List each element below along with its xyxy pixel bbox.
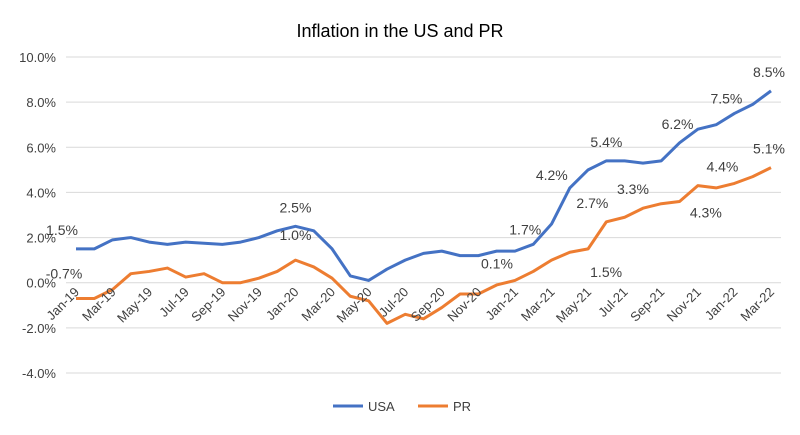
data-label: 0.1% [481,255,513,271]
legend-label: USA [368,399,395,414]
y-tick-label: -4.0% [22,366,56,381]
x-tick-label: May-21 [553,284,594,325]
x-tick-label: Nov-20 [444,284,484,324]
y-tick-label: 0.0% [26,276,56,291]
x-tick-label: May-19 [114,284,155,325]
series-line-usa [76,89,772,282]
data-label: 4.2% [536,167,568,183]
data-label: 7.5% [710,90,742,106]
data-label: 1.0% [280,227,312,243]
x-tick-label: Nov-19 [225,284,265,324]
data-label: 3.3% [617,181,649,197]
legend-label: PR [453,399,471,414]
series-line-pr [76,166,772,325]
data-label: 1.5% [46,222,78,238]
x-tick-label: Sep-21 [627,284,667,324]
x-tick-label: Mar-19 [79,284,119,324]
data-label: 6.2% [662,116,694,132]
x-tick-label: Mar-20 [298,284,338,324]
y-tick-label: 8.0% [26,95,56,110]
chart-title: Inflation in the US and PR [296,21,503,41]
data-label: 5.4% [590,134,622,150]
data-label: 4.3% [690,205,722,221]
y-tick-label: 6.0% [26,140,56,155]
data-label: 8.5% [753,64,785,80]
y-tick-label: 4.0% [26,185,56,200]
data-label: 5.1% [753,141,785,157]
data-label: -0.7% [46,266,83,282]
x-tick-label: Jul-21 [595,284,631,320]
x-tick-label: May-20 [333,284,374,325]
x-tick-label: Sep-19 [188,284,228,324]
x-tick-label: Jan-22 [702,284,741,323]
data-label: 1.7% [509,221,541,237]
data-label: 1.5% [590,264,622,280]
y-tick-label: 2.0% [26,231,56,246]
x-tick-label: Sep-20 [408,284,448,324]
y-tick-label: 10.0% [19,50,56,65]
data-label: 2.5% [280,199,312,215]
data-label: 4.4% [706,158,738,174]
x-tick-label: Nov-21 [664,284,704,324]
data-label: 2.7% [576,195,608,211]
x-tick-label: Mar-22 [737,284,777,324]
x-tick-label: Jan-20 [263,284,302,323]
x-tick-label: Mar-21 [518,284,558,324]
y-tick-label: -2.0% [22,321,56,336]
x-tick-label: Jul-19 [156,284,192,320]
